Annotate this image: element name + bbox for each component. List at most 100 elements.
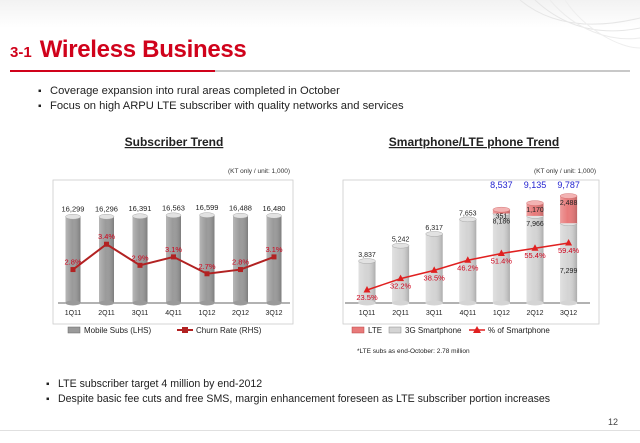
- smartphone-lte-chart: Smartphone/LTE phone Trend (KT only / un…: [342, 135, 600, 355]
- churn-label: 3.4%: [98, 232, 115, 241]
- smartphone-3g-label: 7,966: [526, 221, 544, 228]
- legend-label-pct: % of Smartphone: [488, 326, 550, 335]
- smartphone-3g-label: 7,299: [560, 268, 578, 275]
- legend-label-3g: 3G Smartphone: [405, 326, 462, 335]
- smartphone-pct-label: 32.2%: [390, 282, 412, 291]
- smartphone-3g-bar: [559, 220, 578, 306]
- smartphone-pct-label: 38.5%: [424, 273, 446, 282]
- churn-label: 2.8%: [64, 258, 81, 267]
- lte-bar-label: 1,170: [526, 207, 544, 214]
- chart1-legend: Mobile Subs (LHS) Churn Rate (RHS): [67, 326, 262, 335]
- top-band: [0, 0, 640, 28]
- legend-label-lte: LTE: [368, 326, 382, 335]
- decorative-swirl-icon: [519, 0, 640, 49]
- subs-bar-label: 16,391: [129, 204, 152, 213]
- lte-bar: [492, 206, 511, 214]
- x-tick-label: 1Q12: [493, 310, 510, 317]
- churn-point: [271, 254, 277, 260]
- smartphone-pct-label: 59.4%: [558, 246, 580, 255]
- churn-point: [238, 267, 243, 273]
- chart2-plot-frame: [342, 179, 600, 325]
- smartphone-3g-label: 7,653: [459, 210, 477, 217]
- smartphone-3g-bar: [358, 258, 376, 306]
- smartphone-pct-label: 23.5%: [356, 293, 378, 302]
- total-label: 8,537: [490, 180, 513, 190]
- smartphone-pct-label: 51.4%: [491, 256, 513, 265]
- chart2-title: Smartphone/LTE phone Trend: [389, 135, 559, 149]
- smartphone-3g-label: 8,186: [493, 219, 511, 226]
- subscriber-trend-chart: Subscriber Trend (KT only / unit: 1,000)…: [52, 135, 294, 335]
- x-tick-label: 3Q12: [265, 310, 282, 317]
- x-tick-label: 4Q11: [165, 310, 182, 317]
- legend-marker-churn: [182, 327, 188, 333]
- x-tick-label: 2Q12: [526, 310, 543, 317]
- smartphone-pct-point: [397, 274, 405, 282]
- legend-swatch-lte: [351, 326, 365, 334]
- footer-bullets: LTE subscriber target 4 million by end-2…: [58, 377, 550, 407]
- chart1-plot-frame: [52, 179, 294, 325]
- subs-bar-label: 16,599: [196, 203, 219, 212]
- x-tick-label: 2Q12: [232, 310, 249, 317]
- smartphone-pct-point: [531, 244, 539, 251]
- legend-label-churn: Churn Rate (RHS): [196, 326, 262, 335]
- smartphone-pct-label: 55.4%: [524, 251, 546, 260]
- lte-bar: [559, 193, 578, 224]
- total-label: 9,787: [557, 180, 580, 190]
- churn-label: 3.1%: [165, 245, 182, 254]
- chart1-title: Subscriber Trend: [125, 135, 224, 149]
- smartphone-3g-bar: [492, 210, 511, 306]
- smartphone-3g-label: 6,317: [425, 225, 443, 232]
- smartphone-pct-point: [430, 266, 438, 273]
- churn-label: 3.1%: [265, 245, 282, 254]
- page-number: 12: [607, 417, 618, 427]
- subs-bar: [132, 213, 148, 306]
- legend-swatch-3g: [388, 326, 402, 334]
- churn-label: 2.7%: [198, 262, 215, 271]
- churn-point: [137, 262, 143, 268]
- subs-bar-label: 16,299: [62, 205, 85, 214]
- subs-bar-label: 16,296: [95, 205, 118, 214]
- smartphone-3g-bar: [391, 242, 410, 306]
- footer-bullet-item: Despite basic fee cuts and free SMS, mar…: [58, 392, 550, 407]
- section-number: 3-1: [10, 44, 32, 61]
- churn-label: 2.8%: [232, 258, 249, 267]
- subs-bar: [65, 214, 81, 306]
- bullet-item: Focus on high ARPU LTE subscriber with q…: [50, 99, 404, 114]
- subs-bar-label: 16,480: [263, 204, 286, 213]
- bullet-item: Coverage expansion into rural areas comp…: [50, 84, 404, 99]
- churn-point: [204, 271, 210, 277]
- section-title: Wireless Business: [39, 36, 247, 63]
- legend-swatch-mobile-subs: [67, 326, 81, 334]
- smartphone-pct-label: 46.2%: [457, 263, 479, 272]
- churn-point: [70, 267, 76, 273]
- subs-bar: [98, 214, 115, 306]
- churn-point: [104, 241, 109, 247]
- bottom-rule: [0, 430, 640, 431]
- summary-bullets: Coverage expansion into rural areas comp…: [50, 84, 404, 114]
- smartphone-3g-label: 5,242: [392, 237, 410, 244]
- smartphone-pct-point: [497, 249, 505, 256]
- x-tick-label: 1Q12: [198, 310, 215, 317]
- x-tick-label: 1Q11: [65, 310, 82, 317]
- chart1-unit-note: (KT only / unit: 1,000): [228, 168, 290, 175]
- smartphone-3g-label: 3,837: [358, 252, 376, 259]
- legend-marker-pct: [473, 326, 481, 333]
- x-tick-label: 3Q11: [426, 310, 443, 317]
- chart2-legend: LTE 3G Smartphone % of Smartphone: [351, 326, 550, 335]
- churn-point: [171, 254, 176, 260]
- x-tick-label: 3Q11: [132, 310, 149, 317]
- x-tick-label: 4Q11: [459, 310, 476, 317]
- chart2-annotation: *LTE subs as end-October: 2.78 million: [357, 348, 470, 355]
- x-tick-label: 1Q11: [359, 310, 376, 317]
- smartphone-pct-point: [464, 256, 472, 263]
- footer-bullet-item: LTE subscriber target 4 million by end-2…: [58, 377, 550, 392]
- churn-label: 2.9%: [131, 253, 148, 262]
- header-rule-accent: [10, 70, 215, 72]
- x-tick-label: 2Q11: [98, 310, 115, 317]
- subs-bar: [232, 213, 249, 306]
- smartphone-pct-point: [565, 239, 573, 246]
- lte-bar-label: 2,488: [560, 200, 578, 207]
- x-tick-label: 2Q11: [392, 310, 409, 317]
